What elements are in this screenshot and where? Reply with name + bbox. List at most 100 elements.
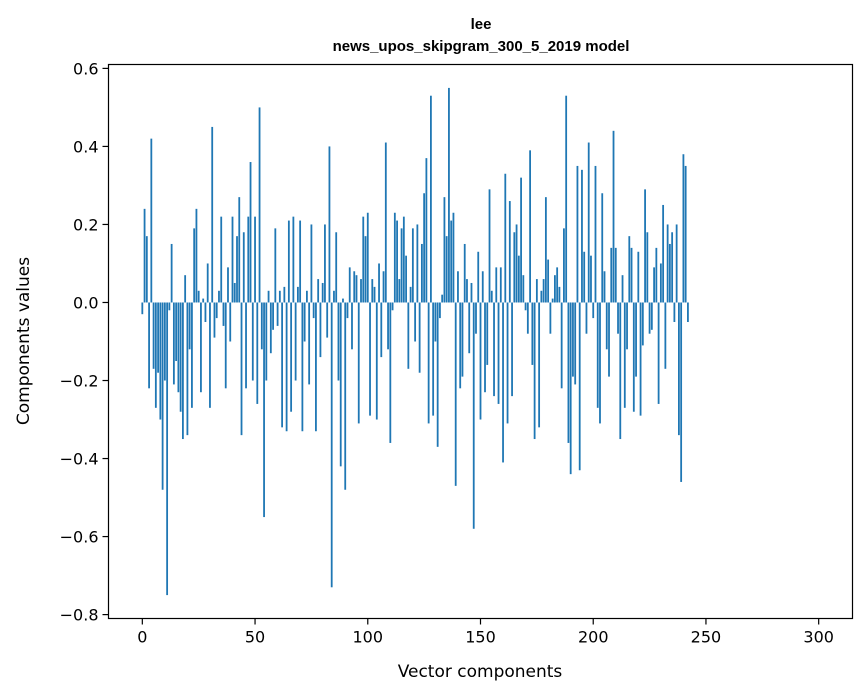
bar-128	[430, 95, 432, 303]
bar-0	[141, 302, 144, 315]
bar-202	[596, 302, 599, 408]
bar-233	[666, 224, 669, 303]
bar-93	[351, 302, 353, 350]
bar-79	[319, 302, 322, 358]
bar-3	[148, 302, 150, 389]
bar-68	[294, 302, 297, 381]
bar-127	[427, 302, 430, 424]
bar-22	[191, 302, 193, 408]
bar-211	[617, 302, 619, 334]
bar-26	[200, 302, 202, 393]
y-axis-ticks: −0.8 −0.6 −0.4 −0.2 0.0 0.2 0.4 0.6	[60, 59, 109, 625]
bar-120	[411, 228, 414, 303]
bar-141	[459, 302, 462, 389]
bar-45	[242, 232, 245, 303]
bar-38	[227, 267, 229, 303]
bar-133	[441, 294, 444, 303]
bar-174	[533, 302, 536, 440]
bar-224	[646, 232, 649, 303]
bar-147	[472, 302, 475, 529]
bar-230	[659, 263, 662, 303]
bars-group	[141, 87, 689, 596]
bar-166	[515, 224, 518, 303]
bar-117	[405, 255, 407, 303]
x-tick-label: 150	[465, 628, 496, 647]
bar-64	[285, 302, 288, 432]
bar-209	[612, 130, 615, 303]
bar-123	[418, 302, 421, 373]
bar-196	[583, 251, 586, 303]
bar-76	[312, 302, 315, 319]
bar-62	[281, 302, 283, 428]
bar-72	[303, 302, 306, 342]
bar-86	[335, 232, 338, 303]
bar-145	[468, 302, 471, 354]
bar-135	[445, 236, 448, 303]
bar-47	[247, 216, 250, 303]
bar-106	[380, 302, 383, 358]
bar-138	[452, 212, 455, 303]
bar-113	[396, 220, 398, 303]
bar-240	[682, 154, 685, 303]
bar-94	[353, 271, 356, 303]
bar-42	[236, 236, 238, 303]
bar-80	[321, 282, 324, 303]
bar-237	[675, 224, 678, 303]
x-tick-label: 300	[803, 628, 834, 647]
bar-130	[434, 302, 437, 342]
bar-23	[193, 228, 196, 303]
y-tick-label: −0.6	[60, 528, 99, 547]
bar-176	[538, 302, 541, 428]
bar-142	[461, 302, 464, 377]
bar-213	[621, 275, 624, 303]
bar-75	[310, 224, 313, 303]
bar-185	[558, 286, 561, 303]
bar-17	[179, 302, 182, 412]
bar-25	[197, 290, 200, 303]
bar-87	[337, 302, 340, 381]
bar-105	[378, 263, 380, 303]
bar-54	[263, 302, 265, 518]
bar-96	[357, 302, 360, 424]
bar-181	[549, 302, 552, 334]
bar-169	[522, 275, 525, 303]
bar-35	[220, 216, 223, 303]
bar-140	[457, 271, 459, 303]
bar-12	[168, 302, 171, 311]
bar-134	[443, 197, 446, 303]
bar-217	[630, 247, 633, 303]
bar-95	[355, 275, 358, 303]
bar-165	[513, 232, 516, 303]
bar-170	[524, 302, 527, 311]
bar-60	[276, 302, 279, 326]
bar-66	[290, 302, 293, 412]
bar-177	[540, 290, 543, 303]
bar-156	[493, 302, 495, 397]
x-tick-label: 0	[137, 628, 147, 647]
bar-30	[209, 302, 211, 408]
bar-53	[260, 302, 263, 350]
bar-20	[186, 302, 189, 436]
bar-236	[673, 302, 676, 322]
bar-122	[416, 224, 419, 303]
bar-193	[576, 165, 579, 303]
bar-61	[278, 290, 281, 303]
bar-197	[585, 302, 588, 334]
y-axis-label: Components values	[14, 257, 34, 425]
y-tick-label: −0.8	[60, 606, 99, 625]
bar-182	[551, 298, 554, 303]
bar-114	[398, 279, 401, 303]
bar-50	[254, 216, 256, 303]
bar-190	[569, 302, 572, 475]
bar-103	[373, 286, 376, 303]
bar-24	[195, 208, 198, 303]
bar-16	[177, 302, 180, 393]
bar-78	[317, 279, 320, 303]
bar-32	[213, 302, 216, 338]
bar-222	[641, 302, 644, 346]
bar-235	[671, 232, 674, 303]
bar-172	[529, 150, 531, 303]
bar-29	[206, 263, 209, 303]
bar-102	[371, 279, 374, 303]
bar-146	[470, 282, 473, 303]
